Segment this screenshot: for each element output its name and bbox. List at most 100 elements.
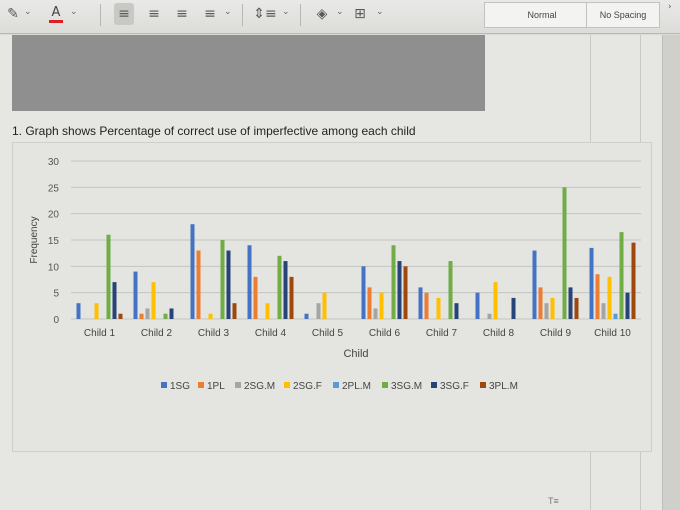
style-normal-label: Normal <box>527 10 557 20</box>
bar <box>550 297 555 319</box>
bar <box>589 247 594 319</box>
toolbar-divider <box>242 4 243 26</box>
bar <box>151 282 156 319</box>
bar <box>607 276 612 319</box>
legend-swatch <box>161 382 167 388</box>
bar <box>511 297 516 319</box>
bar <box>169 308 174 319</box>
bar <box>118 313 123 319</box>
toolbar-divider <box>100 4 101 26</box>
legend-swatch <box>333 382 339 388</box>
x-tick-label: Child 10 <box>594 328 631 339</box>
x-tick-label: Child 6 <box>369 328 401 339</box>
bar <box>145 308 150 319</box>
legend-label: 2SG.M <box>244 381 275 392</box>
bar <box>163 313 168 319</box>
borders-icon[interactable]: ⊞ <box>354 6 366 22</box>
bar <box>265 303 270 319</box>
bar <box>277 255 282 319</box>
bar <box>487 313 492 319</box>
bar <box>619 232 624 319</box>
y-tick-label: 0 <box>53 315 59 326</box>
chevron-right-icon[interactable]: › <box>668 2 672 12</box>
bar <box>361 266 366 319</box>
document-page: 1. Graph shows Percentage of correct use… <box>0 35 662 510</box>
bar <box>613 313 618 319</box>
y-tick-label: 25 <box>48 183 60 194</box>
bar <box>538 287 543 319</box>
legend-swatch <box>284 382 290 388</box>
chart-frame[interactable]: 0 5 10 15 20 25 30 Frequency Child 1 Child 2 Child… <box>12 142 652 452</box>
bar <box>289 276 294 319</box>
bar <box>625 292 630 319</box>
legend-label: 3SG.F <box>440 381 469 392</box>
bar <box>76 303 81 319</box>
highlighter-icon[interactable]: ✎ <box>7 6 19 22</box>
bar <box>403 266 408 319</box>
line-spacing-icon[interactable]: ⇕≡ <box>253 6 277 22</box>
bar <box>253 276 258 319</box>
bar <box>601 303 606 319</box>
chevron-down-icon[interactable]: ⌄ <box>336 7 344 17</box>
legend-swatch <box>431 382 437 388</box>
chevron-down-icon[interactable]: ⌄ <box>282 7 290 17</box>
bar <box>316 303 321 319</box>
legend-swatch <box>235 382 241 388</box>
legend-swatch <box>382 382 388 388</box>
bar <box>94 303 99 319</box>
bar <box>208 313 213 319</box>
bar <box>220 240 225 319</box>
bar <box>247 245 252 319</box>
chevron-down-icon[interactable]: ⌄ <box>224 7 232 17</box>
font-color-icon[interactable]: A <box>46 3 66 25</box>
x-tick-label: Child 9 <box>540 328 572 339</box>
bar <box>475 292 480 319</box>
legend-label: 2PL.M <box>342 381 371 392</box>
toolbar-divider <box>300 4 301 26</box>
chevron-down-icon[interactable]: ⌄ <box>376 7 384 17</box>
image-placeholder <box>12 35 485 111</box>
align-left-icon[interactable]: ≡ <box>114 3 134 25</box>
style-no-spacing[interactable]: No Spacing <box>586 2 660 28</box>
bar <box>397 261 402 319</box>
bar-chart: 0 5 10 15 20 25 30 Frequency Child 1 Child 2 Child… <box>29 157 641 392</box>
bar <box>436 297 441 319</box>
bar <box>418 287 423 319</box>
y-axis-label: Frequency <box>29 216 40 263</box>
ribbon-toolbar: ✎ ⌄ A ⌄ ≡ ≡ ≡ ≡ ⌄ ⇕≡ ⌄ ◈ ⌄ ⊞ ⌄ Normal No… <box>0 0 680 34</box>
y-tick-label: 30 <box>48 157 60 168</box>
bar <box>112 282 117 319</box>
legend-label: 1SG <box>170 381 190 392</box>
bar <box>190 224 195 319</box>
y-tick-label: 10 <box>48 262 60 273</box>
legend-swatch <box>198 382 204 388</box>
bar <box>574 297 579 319</box>
x-tick-label: Child 1 <box>84 328 116 339</box>
y-tick-label: 5 <box>53 289 59 300</box>
x-tick-label: Child 3 <box>198 328 230 339</box>
x-tick-label: Child 8 <box>483 328 515 339</box>
style-no-spacing-label: No Spacing <box>599 10 647 20</box>
legend-label: 3PL.M <box>489 381 518 392</box>
chevron-down-icon[interactable]: ⌄ <box>24 7 32 17</box>
document-heading[interactable]: 1. Graph shows Percentage of correct use… <box>12 124 416 138</box>
legend-label: 3SG.M <box>391 381 422 392</box>
y-tick-label: 15 <box>48 236 60 247</box>
legend-label: 1PL <box>207 381 225 392</box>
bar <box>493 282 498 319</box>
shading-icon[interactable]: ◈ <box>316 6 328 22</box>
bar <box>232 303 237 319</box>
chevron-down-icon[interactable]: ⌄ <box>70 7 78 17</box>
align-center-icon[interactable]: ≡ <box>148 6 160 22</box>
bar <box>106 234 111 319</box>
justify-icon[interactable]: ≡ <box>204 6 216 22</box>
align-right-icon[interactable]: ≡ <box>176 6 188 22</box>
bar <box>196 250 201 319</box>
bar <box>304 313 309 319</box>
bar <box>373 308 378 319</box>
bar <box>391 245 396 319</box>
bar <box>133 271 138 319</box>
text-cursor-icon: T≡ <box>548 496 559 506</box>
style-normal[interactable]: Normal <box>484 2 600 28</box>
vertical-scrollbar[interactable] <box>662 35 680 510</box>
